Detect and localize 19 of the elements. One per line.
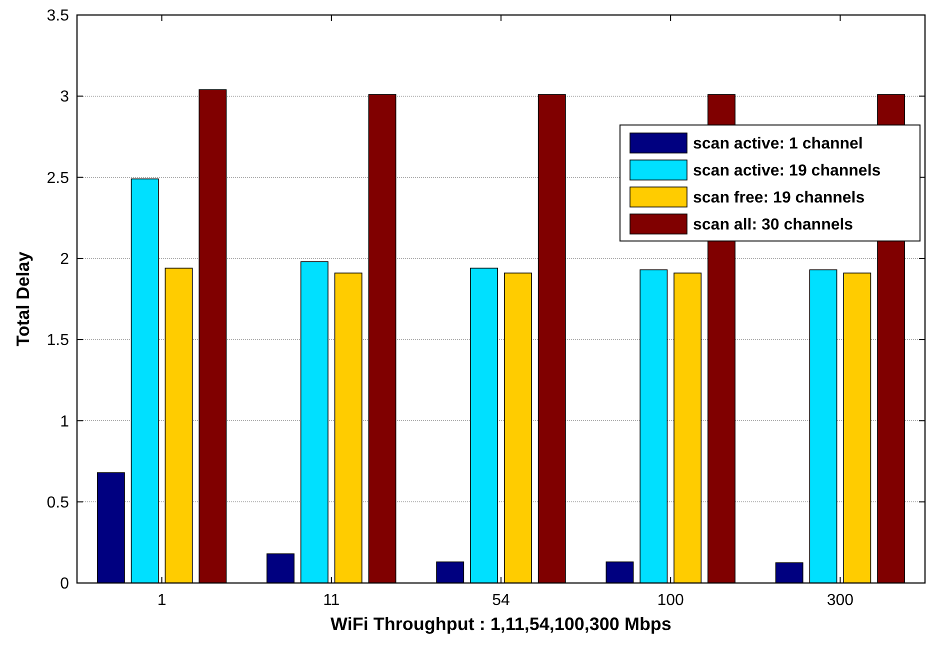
x-tick-label: 11 <box>323 592 340 609</box>
y-tick-label: 2 <box>60 251 70 268</box>
x-tick-label: 54 <box>492 592 510 609</box>
y-tick-label: 1 <box>60 413 70 430</box>
y-axis-title: Total Delay <box>13 252 33 346</box>
x-axis-title: WiFi Throughput : 1,11,54,100,300 Mbps <box>330 614 672 634</box>
y-tick-label: 3.5 <box>46 8 70 25</box>
x-tick-label: 300 <box>826 592 854 609</box>
y-tick-label: 0 <box>60 576 70 593</box>
legend-label: scan all: 30 channels <box>693 216 854 234</box>
y-tick-label: 1.5 <box>46 332 70 350</box>
legend-label: scan active: 19 channels <box>693 162 881 180</box>
y-tick-label: 0.5 <box>46 494 70 512</box>
x-tick-label: 100 <box>657 592 684 609</box>
y-tick-label: 2.5 <box>46 170 70 187</box>
legend-label: scan active: 1 channel <box>693 136 863 153</box>
x-tick-label: 1 <box>157 592 166 609</box>
y-tick-label: 3 <box>60 88 70 106</box>
legend-label: scan free: 19 channels <box>693 190 865 207</box>
